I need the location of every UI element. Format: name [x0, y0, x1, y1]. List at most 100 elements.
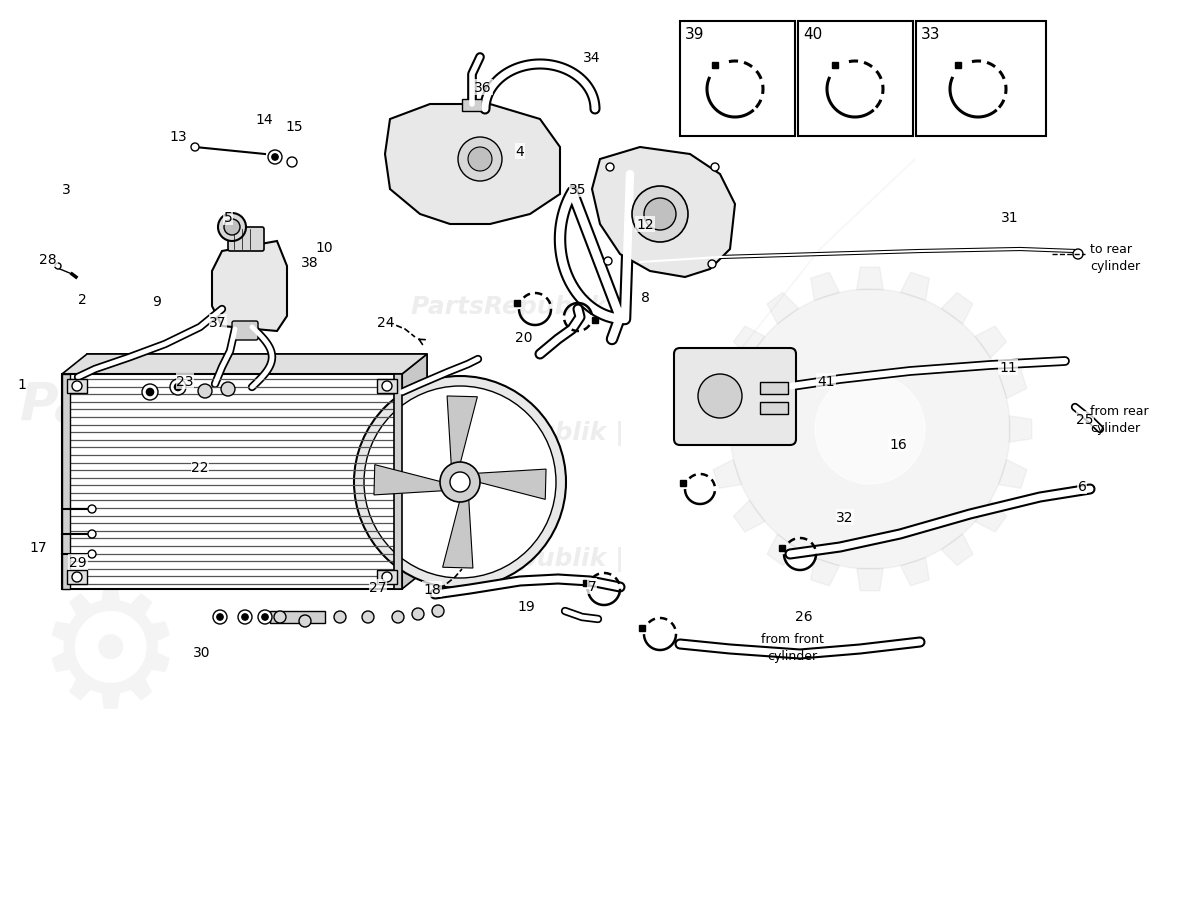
Text: Parts: Parts: [19, 380, 173, 432]
Polygon shape: [725, 160, 915, 370]
Text: 30: 30: [194, 645, 211, 659]
Polygon shape: [975, 327, 1007, 358]
Circle shape: [218, 214, 246, 242]
Circle shape: [258, 611, 272, 624]
Circle shape: [364, 387, 556, 578]
Text: to rear
cylinder: to rear cylinder: [1090, 243, 1140, 272]
Text: 24: 24: [377, 316, 395, 329]
FancyBboxPatch shape: [674, 348, 796, 446]
Bar: [377, 570, 397, 584]
Text: PartsRepublik |: PartsRepublik |: [411, 420, 625, 446]
Circle shape: [439, 463, 480, 502]
Polygon shape: [942, 534, 973, 566]
Text: 6: 6: [1078, 480, 1086, 493]
FancyBboxPatch shape: [232, 322, 258, 341]
Polygon shape: [385, 105, 560, 225]
Polygon shape: [472, 470, 547, 500]
Bar: [67, 380, 87, 393]
Circle shape: [815, 374, 925, 484]
Text: 31: 31: [1002, 211, 1019, 225]
Circle shape: [142, 384, 158, 400]
Polygon shape: [810, 557, 839, 586]
Circle shape: [458, 138, 502, 182]
Circle shape: [224, 220, 240, 235]
Circle shape: [217, 614, 223, 621]
Polygon shape: [901, 557, 929, 586]
Circle shape: [1073, 250, 1084, 260]
Polygon shape: [857, 569, 884, 591]
Circle shape: [644, 198, 675, 231]
Bar: [61, 374, 70, 589]
Text: 17: 17: [29, 540, 47, 555]
Text: 39: 39: [685, 27, 704, 42]
Circle shape: [72, 382, 82, 391]
Circle shape: [299, 615, 311, 627]
Text: 32: 32: [837, 511, 854, 524]
Circle shape: [191, 143, 199, 152]
Text: 15: 15: [285, 120, 303, 133]
Text: 1: 1: [18, 378, 26, 391]
Circle shape: [55, 263, 61, 270]
Text: 36: 36: [474, 81, 491, 95]
Bar: [462, 100, 482, 112]
Circle shape: [222, 382, 235, 397]
Text: 27: 27: [370, 580, 386, 594]
Text: PartsRepublik |: PartsRepublik |: [411, 547, 625, 572]
Text: 25: 25: [1076, 412, 1093, 427]
Circle shape: [334, 612, 346, 623]
Text: 5: 5: [224, 211, 232, 225]
Circle shape: [175, 384, 182, 391]
Circle shape: [382, 573, 393, 583]
Polygon shape: [942, 293, 973, 325]
Circle shape: [698, 374, 742, 419]
Polygon shape: [998, 460, 1027, 489]
Polygon shape: [61, 354, 427, 374]
Text: 20: 20: [515, 331, 532, 345]
Circle shape: [450, 473, 470, 492]
Polygon shape: [708, 417, 731, 443]
Circle shape: [272, 154, 278, 161]
Text: 19: 19: [518, 599, 535, 613]
Text: ⚙: ⚙: [35, 578, 184, 741]
Polygon shape: [713, 460, 742, 489]
Circle shape: [72, 573, 82, 583]
Bar: [394, 374, 402, 589]
Text: 3: 3: [61, 183, 70, 197]
Polygon shape: [767, 534, 798, 566]
Polygon shape: [447, 397, 477, 470]
Polygon shape: [713, 371, 742, 399]
Text: 23: 23: [176, 374, 194, 389]
Circle shape: [147, 389, 154, 396]
Circle shape: [393, 612, 405, 623]
Circle shape: [287, 158, 297, 168]
Circle shape: [730, 290, 1010, 569]
Circle shape: [354, 376, 566, 588]
Circle shape: [432, 605, 444, 617]
Text: 11: 11: [999, 361, 1017, 374]
Text: from rear
cylinder: from rear cylinder: [1090, 405, 1149, 435]
Circle shape: [606, 164, 614, 171]
Polygon shape: [592, 148, 734, 278]
Polygon shape: [767, 293, 798, 325]
Circle shape: [88, 505, 96, 513]
Polygon shape: [1009, 417, 1032, 443]
Circle shape: [632, 187, 687, 243]
FancyBboxPatch shape: [228, 227, 264, 252]
Polygon shape: [402, 354, 427, 589]
Text: 10: 10: [315, 241, 332, 254]
Circle shape: [261, 614, 268, 621]
Text: 14: 14: [255, 113, 273, 127]
Polygon shape: [975, 501, 1007, 532]
Circle shape: [242, 614, 248, 621]
Polygon shape: [87, 354, 427, 569]
Polygon shape: [443, 495, 473, 568]
Circle shape: [268, 151, 282, 165]
Bar: [61, 374, 402, 589]
Circle shape: [712, 164, 719, 171]
Text: 16: 16: [889, 437, 907, 452]
Text: 18: 18: [423, 583, 441, 596]
Text: 7: 7: [588, 579, 596, 594]
Bar: [377, 380, 397, 393]
Bar: [760, 402, 787, 415]
Text: 22: 22: [191, 461, 208, 474]
